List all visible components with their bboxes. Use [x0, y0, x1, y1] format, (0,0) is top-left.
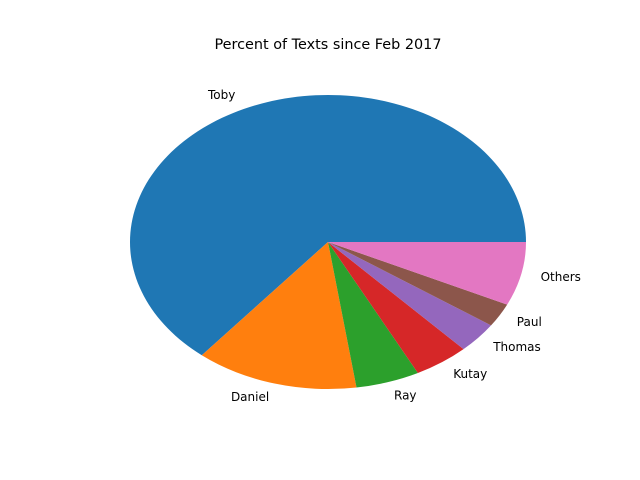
pie-slice-toby — [130, 95, 526, 356]
pie-slice-kutay — [328, 242, 464, 373]
pie-label-others: Others — [541, 270, 581, 284]
pie-label-daniel: Daniel — [231, 390, 269, 404]
pie-slices — [130, 95, 526, 390]
pie-label-paul: Paul — [517, 315, 542, 329]
pie-slice-paul — [328, 242, 508, 326]
chart-title: Percent of Texts since Feb 2017 — [215, 37, 442, 53]
pie-slice-ray — [328, 242, 418, 388]
pie-label-thomas: Thomas — [492, 340, 541, 354]
pie-label-ray: Ray — [394, 389, 417, 403]
pie-label-toby: Toby — [207, 88, 235, 102]
pie-slice-thomas — [328, 242, 492, 350]
pie-labels: Toby Daniel Ray Kutay Thomas Paul Others — [207, 88, 581, 404]
pie-label-kutay: Kutay — [453, 367, 487, 381]
pie-slice-daniel — [201, 242, 357, 390]
pie-slice-others — [328, 242, 526, 305]
